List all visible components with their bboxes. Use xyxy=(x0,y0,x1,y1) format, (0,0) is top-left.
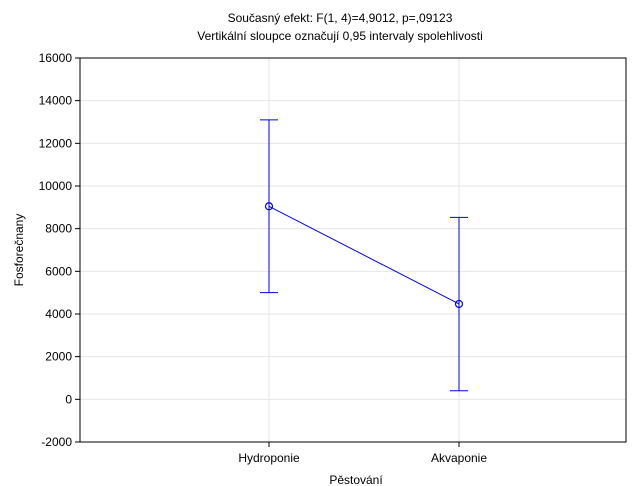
y-tick-label: 2000 xyxy=(45,350,72,364)
series-layer xyxy=(260,119,468,392)
x-axis-ticks: Hydroponie Akvaponie xyxy=(238,442,487,465)
data-point xyxy=(454,299,464,309)
x-tick-label: Akvaponie xyxy=(431,451,487,465)
y-tick-label: -2000 xyxy=(41,435,72,449)
y-tick-label: 4000 xyxy=(45,307,72,321)
y-tick-label: 14000 xyxy=(39,94,73,108)
x-axis-label: Pěstování xyxy=(329,473,383,486)
data-point xyxy=(264,202,274,211)
y-tick-label: 10000 xyxy=(39,179,73,193)
x-tick-label: Hydroponie xyxy=(238,451,300,465)
plot-area-frame xyxy=(79,57,627,443)
chart-subtitle: Vertikální sloupce označují 0,95 interva… xyxy=(197,29,483,43)
series-line xyxy=(268,205,460,305)
y-axis-label: Fosforečnany xyxy=(12,214,26,287)
y-tick-label: 16000 xyxy=(39,51,73,65)
y-tick-label: 6000 xyxy=(45,264,72,278)
y-tick-label: 0 xyxy=(65,392,72,406)
y-tick-label: 12000 xyxy=(39,136,73,150)
chart-title: Současný efekt: F(1, 4)=4,9012, p=,09123 xyxy=(228,11,453,25)
y-axis-ticks: -2000 0 2000 4000 6000 8000 10000 12000 14000 160… xyxy=(39,51,80,449)
y-tick-label: 8000 xyxy=(45,222,72,236)
